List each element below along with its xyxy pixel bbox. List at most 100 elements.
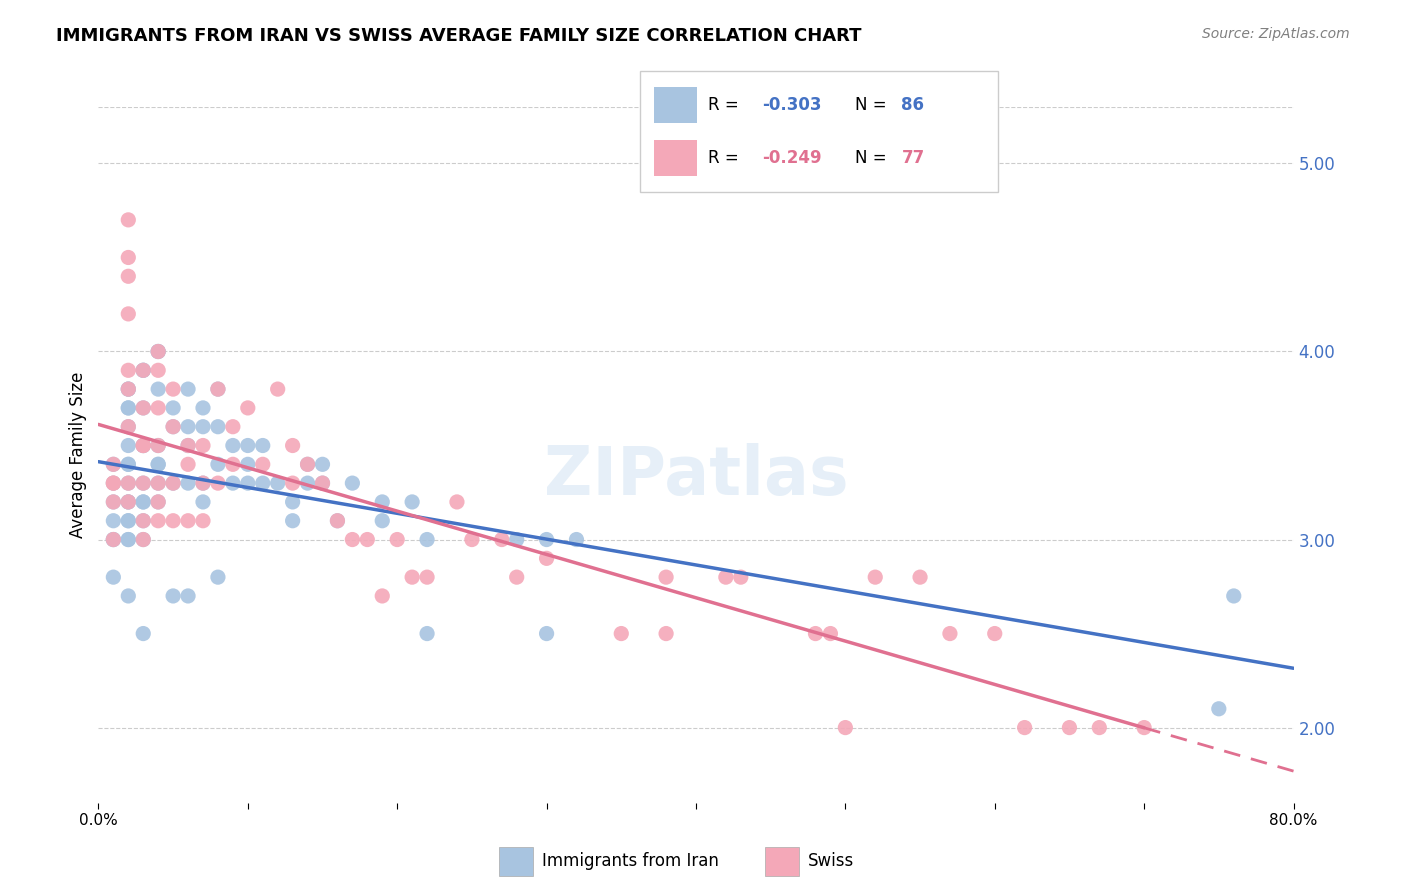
Text: ZIPatlas: ZIPatlas (544, 442, 848, 508)
Point (1059, 721, 1081, 735)
Text: R =: R = (707, 96, 744, 114)
Point (311, 476, 333, 491)
Point (103, 514, 125, 528)
Point (148, 344, 170, 359)
Point (252, 438, 274, 452)
Point (177, 419, 200, 434)
Point (536, 626, 558, 640)
Point (162, 589, 184, 603)
Point (714, 570, 737, 584)
Point (222, 419, 245, 434)
Point (103, 476, 125, 491)
Point (191, 419, 214, 434)
Point (191, 514, 214, 528)
Text: N =: N = (855, 149, 891, 167)
Point (416, 626, 439, 640)
Point (536, 533, 558, 547)
Point (132, 514, 155, 528)
Point (371, 589, 394, 603)
Point (281, 438, 304, 452)
Point (117, 495, 139, 509)
Point (132, 363, 155, 377)
Point (655, 626, 678, 640)
Point (132, 533, 155, 547)
Point (655, 570, 678, 584)
Point (117, 514, 139, 528)
Text: Source: ZipAtlas.com: Source: ZipAtlas.com (1202, 27, 1350, 41)
Point (1208, 702, 1230, 716)
Point (117, 269, 139, 284)
Point (103, 533, 125, 547)
Point (148, 476, 170, 491)
Point (297, 458, 319, 472)
Point (103, 458, 125, 472)
Point (491, 533, 513, 547)
Point (191, 401, 214, 415)
Point (236, 458, 259, 472)
Point (148, 438, 170, 452)
Point (1223, 589, 1246, 603)
Point (371, 514, 394, 528)
Point (103, 533, 125, 547)
Text: Swiss: Swiss (808, 852, 855, 870)
Point (117, 589, 139, 603)
Point (281, 476, 304, 491)
Point (117, 533, 139, 547)
Point (103, 570, 125, 584)
Text: 77: 77 (901, 149, 925, 167)
Point (191, 476, 214, 491)
Y-axis label: Average Family Size: Average Family Size (69, 372, 87, 538)
Point (148, 344, 170, 359)
Point (371, 495, 394, 509)
Point (117, 363, 139, 377)
Point (236, 476, 259, 491)
Point (117, 438, 139, 452)
Point (177, 514, 200, 528)
Point (297, 458, 319, 472)
Point (207, 419, 229, 434)
Point (342, 476, 364, 491)
Point (326, 514, 349, 528)
Point (132, 626, 155, 640)
Point (132, 401, 155, 415)
Point (148, 401, 170, 415)
Point (191, 495, 214, 509)
Point (207, 458, 229, 472)
Point (385, 533, 409, 547)
Point (148, 438, 170, 452)
Point (162, 382, 184, 396)
Point (834, 721, 856, 735)
Point (252, 458, 274, 472)
Point (177, 458, 200, 472)
Point (162, 401, 184, 415)
Point (162, 419, 184, 434)
Text: 86: 86 (901, 96, 925, 114)
Point (191, 476, 214, 491)
Point (117, 401, 139, 415)
Point (148, 382, 170, 396)
Point (132, 438, 155, 452)
Point (103, 533, 125, 547)
Point (117, 419, 139, 434)
Point (117, 458, 139, 472)
Point (297, 476, 319, 491)
Point (162, 514, 184, 528)
Point (103, 476, 125, 491)
Point (148, 495, 170, 509)
Point (401, 570, 423, 584)
Point (117, 514, 139, 528)
Point (132, 495, 155, 509)
Point (117, 401, 139, 415)
Point (103, 476, 125, 491)
Point (207, 570, 229, 584)
Point (177, 438, 200, 452)
Point (356, 533, 378, 547)
Point (148, 495, 170, 509)
Point (132, 401, 155, 415)
Point (132, 363, 155, 377)
Point (1088, 721, 1111, 735)
Point (207, 382, 229, 396)
Text: IMMIGRANTS FROM IRAN VS SWISS AVERAGE FAMILY SIZE CORRELATION CHART: IMMIGRANTS FROM IRAN VS SWISS AVERAGE FA… (56, 27, 862, 45)
Point (148, 514, 170, 528)
Text: N =: N = (855, 96, 891, 114)
